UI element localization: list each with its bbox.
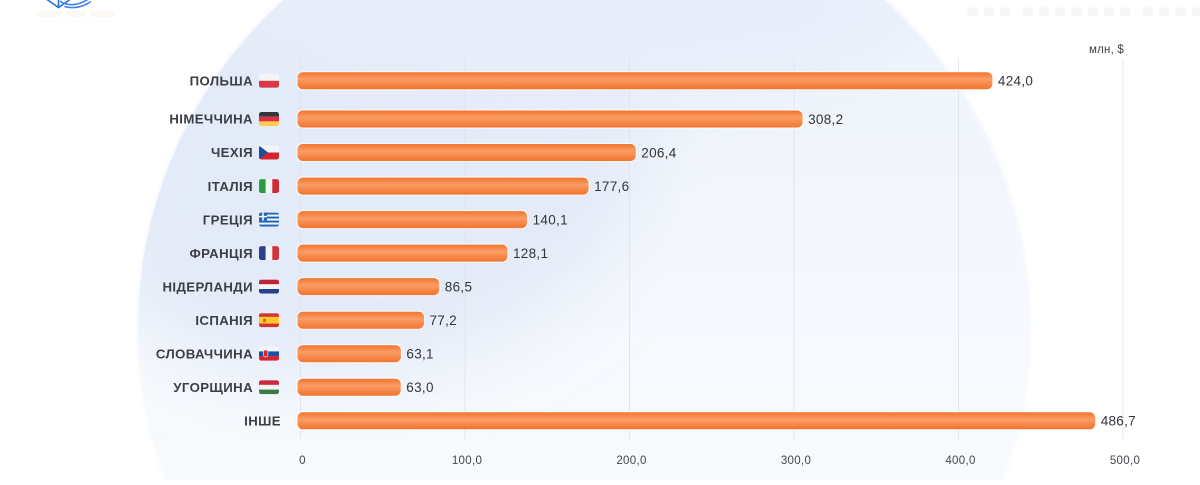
svg-text:63,0: 63,0 bbox=[406, 380, 433, 395]
svg-text:300,0: 300,0 bbox=[781, 455, 811, 467]
svg-text:ЧЕХІЯ: ЧЕХІЯ bbox=[211, 145, 253, 160]
svg-text:308,2: 308,2 bbox=[808, 112, 843, 127]
svg-text:100,0: 100,0 bbox=[452, 455, 482, 467]
svg-text:0: 0 bbox=[299, 455, 306, 467]
svg-text:500,0: 500,0 bbox=[1110, 455, 1140, 467]
svg-text:СЛОВАЧЧИНА: СЛОВАЧЧИНА bbox=[156, 346, 253, 361]
svg-text:ГРЕЦІЯ: ГРЕЦІЯ bbox=[203, 212, 253, 227]
svg-text:86,5: 86,5 bbox=[445, 279, 472, 294]
svg-text:400,0: 400,0 bbox=[945, 455, 975, 467]
svg-text:НІДЕРЛАНДИ: НІДЕРЛАНДИ bbox=[162, 279, 253, 294]
svg-text:НІМЕЧЧИНА: НІМЕЧЧИНА bbox=[169, 112, 253, 127]
svg-text:ПОЛЬША: ПОЛЬША bbox=[190, 74, 253, 89]
svg-text:424,0: 424,0 bbox=[998, 74, 1033, 89]
svg-text:206,4: 206,4 bbox=[641, 145, 676, 160]
svg-text:128,1: 128,1 bbox=[513, 246, 548, 261]
svg-text:ФРАНЦІЯ: ФРАНЦІЯ bbox=[189, 246, 253, 261]
svg-text:177,6: 177,6 bbox=[594, 179, 629, 194]
svg-text:ІНШЕ: ІНШЕ bbox=[244, 414, 281, 429]
svg-text:77,2: 77,2 bbox=[430, 313, 457, 328]
svg-text:140,1: 140,1 bbox=[533, 212, 568, 227]
svg-text:ІСПАНІЯ: ІСПАНІЯ bbox=[195, 313, 253, 328]
svg-text:УГОРЩИНА: УГОРЩИНА bbox=[173, 380, 253, 395]
svg-text:ІТАЛІЯ: ІТАЛІЯ bbox=[208, 179, 253, 194]
svg-text:млн, $: млн, $ bbox=[1089, 44, 1124, 56]
svg-text:63,1: 63,1 bbox=[406, 347, 433, 362]
svg-text:486,7: 486,7 bbox=[1101, 414, 1136, 429]
svg-text:200,0: 200,0 bbox=[616, 455, 646, 467]
